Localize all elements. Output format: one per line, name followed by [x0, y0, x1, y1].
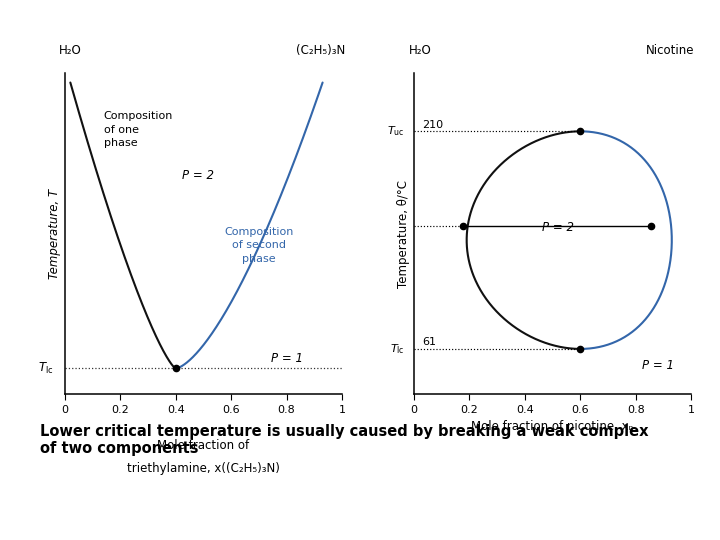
Text: $T_{\rm uc}$: $T_{\rm uc}$ — [387, 124, 404, 138]
Y-axis label: Temperature, θ/°C: Temperature, θ/°C — [397, 179, 410, 287]
Text: P = 1: P = 1 — [642, 359, 674, 372]
Text: (C₂H₅)₃N: (C₂H₅)₃N — [295, 44, 345, 57]
Text: 61: 61 — [423, 338, 436, 347]
Text: 210: 210 — [423, 120, 444, 130]
Text: Composition
of one
phase: Composition of one phase — [104, 111, 173, 148]
Text: H₂O: H₂O — [59, 44, 82, 57]
Text: triethylamine, x((C₂H₅)₃N): triethylamine, x((C₂H₅)₃N) — [127, 462, 280, 475]
Text: Composition
of second
phase: Composition of second phase — [224, 227, 294, 264]
Text: Mole fraction of: Mole fraction of — [158, 439, 249, 452]
Text: $T_{\rm lc}$: $T_{\rm lc}$ — [390, 342, 404, 356]
Y-axis label: Temperature, T: Temperature, T — [48, 188, 60, 279]
Text: P = 1: P = 1 — [271, 353, 302, 366]
Text: P = 2: P = 2 — [542, 221, 574, 234]
Text: P = 2: P = 2 — [182, 169, 214, 182]
Text: $T_{\rm lc}$: $T_{\rm lc}$ — [38, 361, 54, 376]
Text: Two components diagrams: Two components diagrams — [89, 14, 631, 48]
Text: Lower critical temperature is usually caused by breaking a weak complex
of two c: Lower critical temperature is usually ca… — [40, 424, 648, 456]
Text: Nicotine: Nicotine — [645, 44, 694, 57]
Text: H₂O: H₂O — [408, 44, 431, 57]
X-axis label: Mole fraction of nicotine, xₙ: Mole fraction of nicotine, xₙ — [472, 420, 634, 433]
